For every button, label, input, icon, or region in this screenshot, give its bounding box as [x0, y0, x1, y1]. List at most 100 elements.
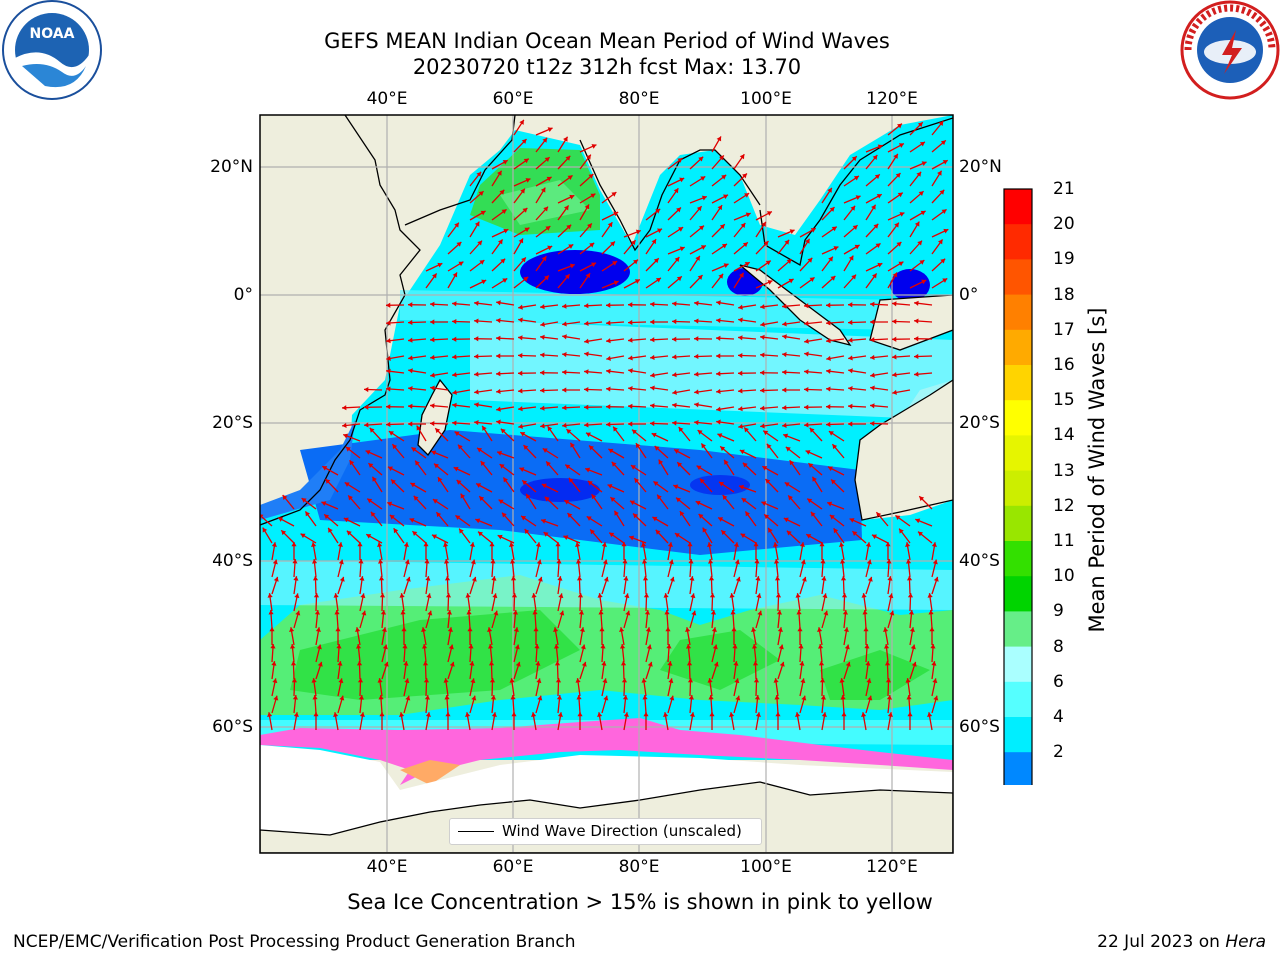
- wind-wave-arrowhead: [492, 593, 498, 599]
- wind-wave-arrowhead: [672, 318, 677, 325]
- wind-wave-arrowhead: [778, 644, 784, 650]
- wind-wave-arrowhead: [848, 255, 854, 261]
- wind-wave-arrowhead: [603, 576, 609, 582]
- wind-wave-arrowhead: [655, 277, 661, 283]
- colorbar-tick: 9: [1053, 601, 1064, 622]
- wind-wave-arrowhead: [519, 119, 524, 125]
- colorbar-outline: [1003, 188, 1033, 785]
- wind-wave-arrowhead: [338, 559, 344, 565]
- wind-wave-arrowhead: [562, 405, 567, 411]
- wind-wave-arrowhead: [430, 337, 435, 343]
- wind-wave-arrowhead: [650, 372, 655, 378]
- wind-wave-arrowhead: [324, 514, 330, 520]
- wind-wave-arrowhead: [698, 156, 704, 162]
- wind-wave-arrowhead: [606, 421, 611, 428]
- wind-wave-arrowhead: [586, 516, 592, 521]
- wind-wave-arrowhead: [892, 372, 897, 378]
- wind-wave-arrowhead: [564, 500, 570, 505]
- wind-wave-arrowhead: [877, 262, 883, 268]
- wind-wave-arrowhead: [378, 559, 384, 564]
- wind-wave-arrowhead: [672, 301, 677, 307]
- wind-wave-arrowhead: [826, 338, 831, 344]
- lat-tick-left: 20°S: [212, 413, 253, 433]
- colorbar-segment: [1004, 681, 1032, 718]
- wind-wave-arrowhead: [405, 576, 411, 582]
- wind-wave-arrowhead: [774, 695, 780, 700]
- colorbar-segment: [1004, 752, 1032, 785]
- wind-wave-arrowhead: [918, 531, 923, 537]
- wind-wave-arrowhead: [338, 678, 344, 684]
- wind-wave-arrowhead: [620, 644, 626, 649]
- wind-wave-arrowhead: [503, 477, 509, 483]
- wind-wave-arrowhead: [408, 368, 413, 374]
- wind-wave-arrowhead: [761, 221, 766, 227]
- wind-wave-arrowhead: [764, 514, 770, 520]
- wind-wave-arrowhead: [387, 501, 393, 507]
- wind-wave-arrowhead: [657, 494, 662, 500]
- wind-wave-arrowhead: [612, 261, 618, 266]
- wind-wave-arrowhead: [628, 355, 633, 361]
- wind-wave-arrowhead: [488, 661, 495, 666]
- wind-wave-arrowhead: [311, 542, 317, 547]
- wind-wave-arrowhead: [867, 695, 873, 701]
- wind-wave-arrowhead: [563, 136, 568, 142]
- wind-wave-arrowhead: [650, 301, 655, 307]
- wind-wave-arrowhead: [796, 610, 802, 615]
- wind-wave-arrowhead: [474, 300, 479, 306]
- wind-wave-arrowhead: [848, 386, 853, 392]
- wind-wave-arrowhead: [290, 661, 297, 666]
- wind-wave-arrowhead: [710, 610, 716, 615]
- wind-wave-arrowhead: [403, 542, 409, 547]
- wind-wave-arrowhead: [540, 334, 545, 340]
- wind-wave-arrowhead: [635, 229, 641, 235]
- wind-wave-arrowhead: [465, 712, 471, 717]
- colorbar-tick: 12: [1053, 495, 1075, 516]
- wind-wave-arrowhead: [333, 593, 339, 598]
- wind-wave-arrowhead: [619, 627, 625, 632]
- wind-wave-arrowhead: [788, 495, 793, 501]
- wind-wave-arrowhead: [465, 593, 471, 598]
- wind-wave-arrowhead: [826, 302, 831, 308]
- colorbar-segment: [1004, 611, 1032, 648]
- wind-wave-arrowhead: [942, 160, 948, 165]
- wind-wave-arrowhead: [377, 678, 383, 683]
- wind-wave-arrowhead: [848, 319, 853, 326]
- wind-wave-arrowhead: [694, 402, 699, 408]
- wind-wave-arrowhead: [482, 425, 487, 431]
- wind-wave-arrowhead: [576, 559, 582, 564]
- wind-wave-arrowhead: [498, 499, 504, 505]
- wind-wave-arrowhead: [358, 695, 364, 700]
- wind-wave-arrowhead: [887, 576, 893, 581]
- wind-wave-arrowhead: [677, 158, 683, 163]
- wind-wave-arrowhead: [519, 467, 525, 473]
- wind-wave-arrowhead: [722, 495, 728, 500]
- wind-wave-arrowhead: [845, 661, 851, 667]
- wind-wave-arrowhead: [672, 420, 677, 426]
- wind-wave-arrowhead: [804, 303, 809, 309]
- wind-wave-arrowhead: [899, 212, 905, 217]
- wind-wave-arrowhead: [268, 610, 274, 615]
- wind-wave-arrowhead: [848, 302, 853, 308]
- wind-wave-arrowhead: [642, 695, 648, 700]
- wind-wave-arrowhead: [696, 465, 702, 471]
- wind-wave-arrowhead: [523, 445, 529, 450]
- wind-wave-arrowhead: [305, 511, 311, 517]
- wind-wave-arrowhead: [379, 593, 386, 598]
- wind-wave-arrowhead: [774, 559, 780, 564]
- wind-wave-arrowhead: [535, 661, 541, 666]
- wind-wave-arrowhead: [876, 194, 882, 199]
- wind-wave-arrowhead: [773, 542, 779, 547]
- wind-wave-arrowhead: [779, 661, 785, 667]
- wind-wave-arrowhead: [424, 559, 430, 564]
- wind-wave-arrowhead: [628, 403, 633, 409]
- wind-wave-arrowhead: [940, 258, 946, 264]
- wind-wave-arrowhead: [436, 512, 442, 518]
- wind-wave-arrowhead: [392, 444, 398, 450]
- wind-wave-arrowhead: [358, 559, 364, 564]
- wind-wave-arrowhead: [756, 593, 762, 599]
- wind-wave-arrowhead: [839, 542, 845, 547]
- wind-wave-arrowhead: [914, 353, 919, 360]
- wind-wave-arrowhead: [446, 610, 452, 615]
- wind-wave-arrowhead: [709, 593, 716, 598]
- wind-wave-arrowhead: [820, 559, 826, 564]
